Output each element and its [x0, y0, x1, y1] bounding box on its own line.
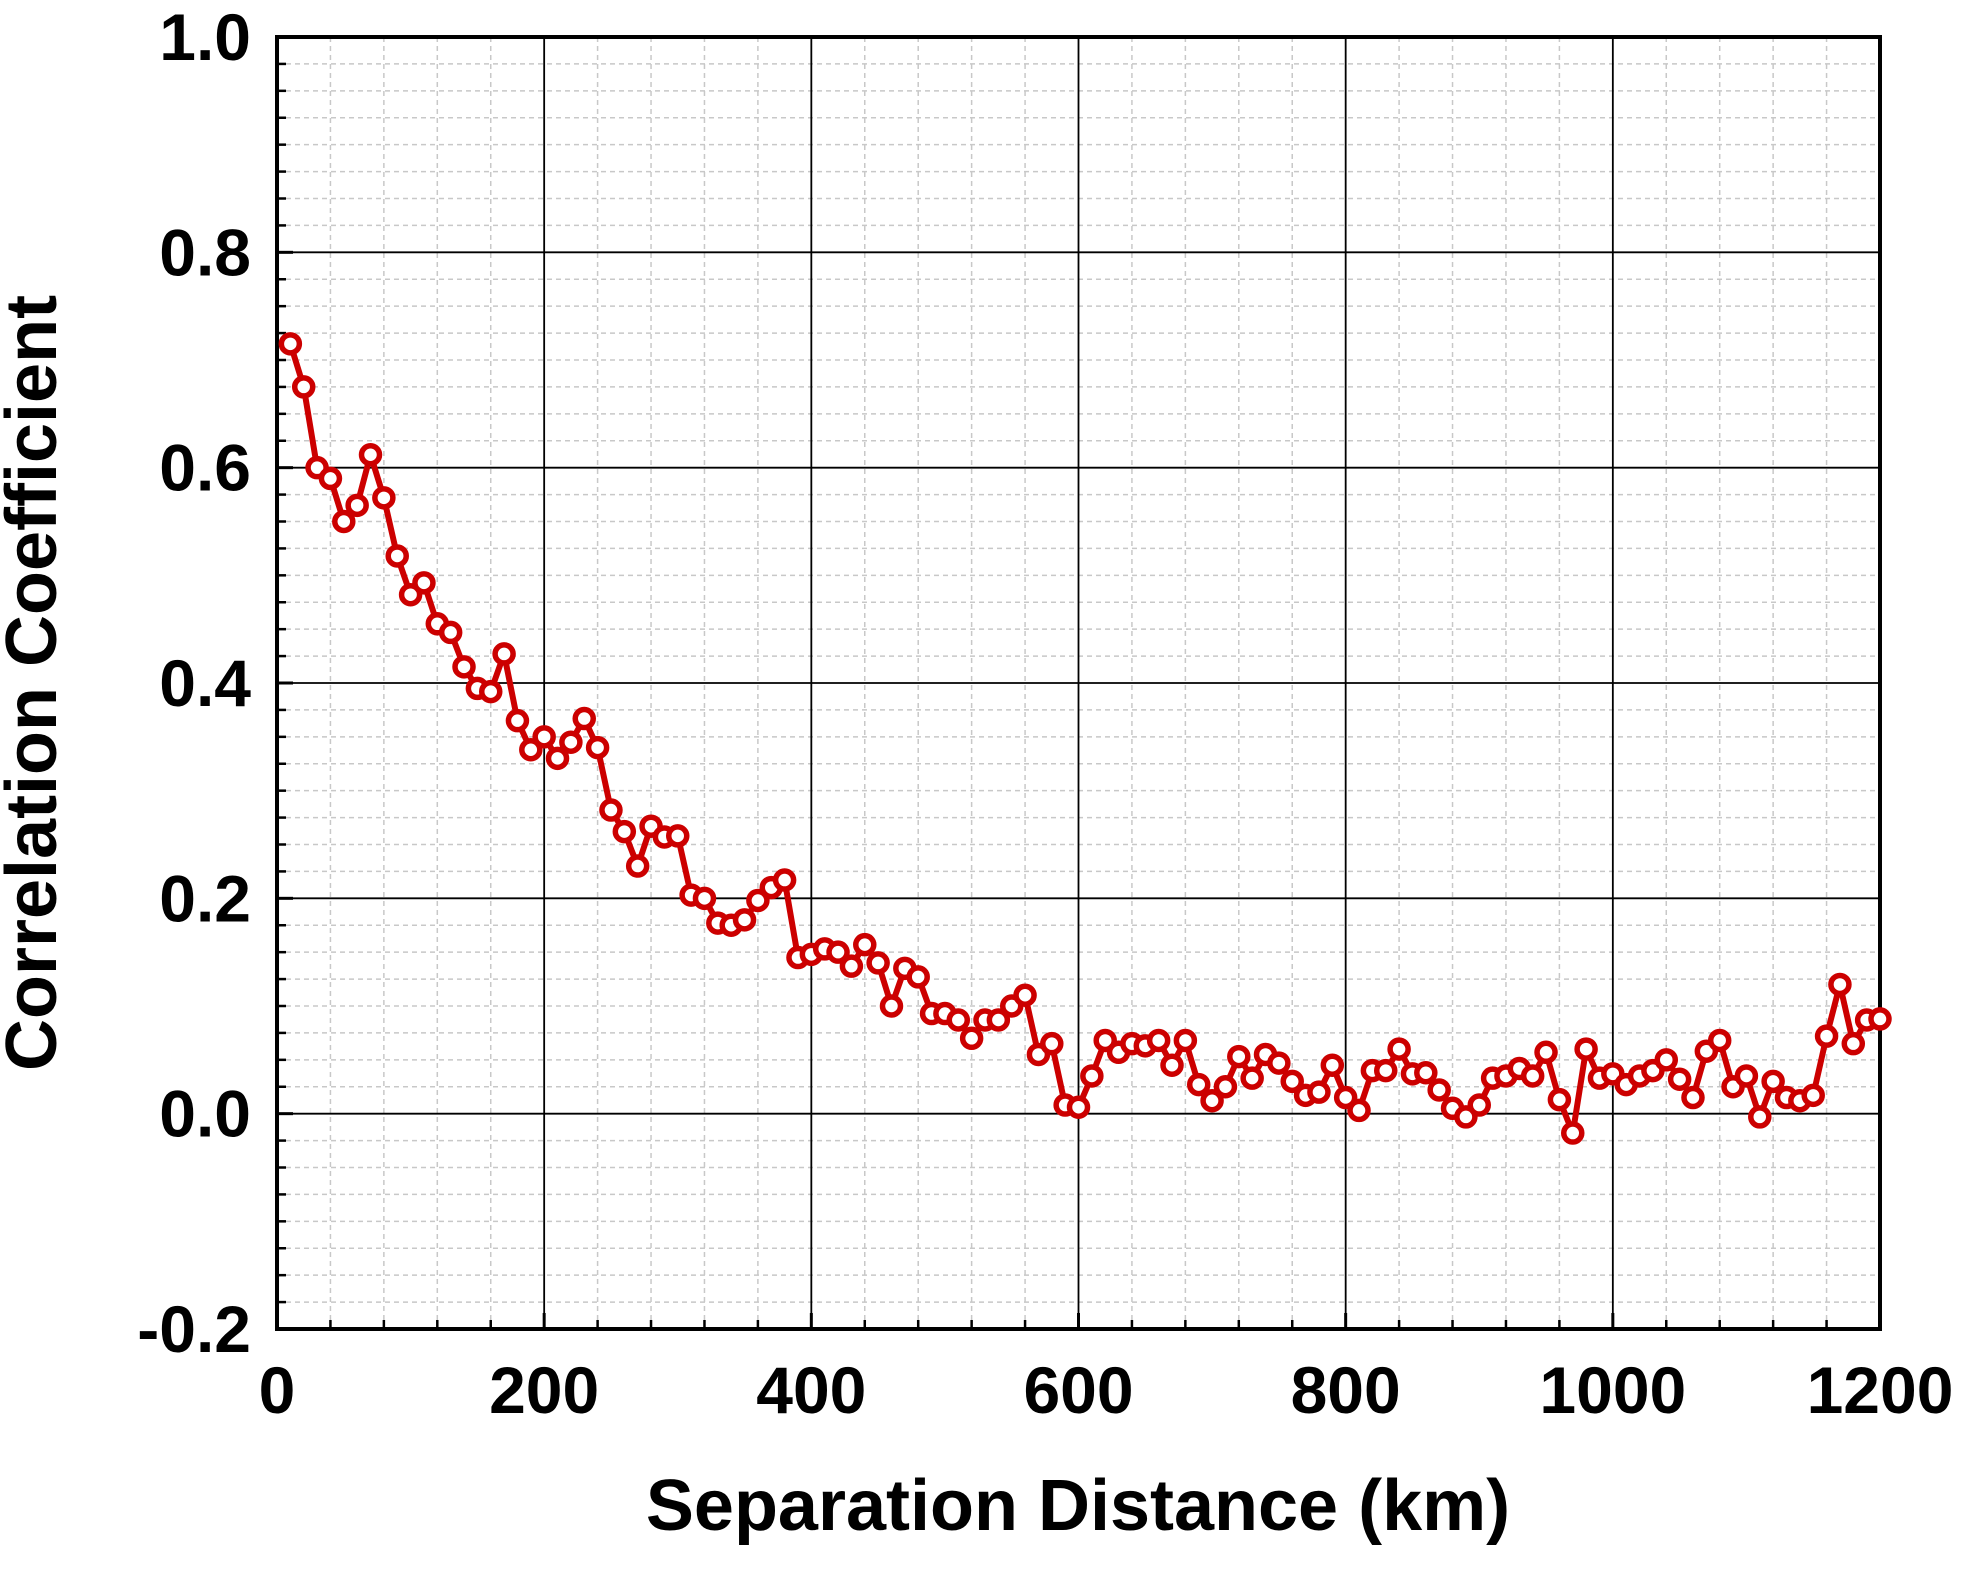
- data-point: [1707, 1028, 1732, 1053]
- data-point: [545, 746, 570, 771]
- data-point: [1333, 1085, 1358, 1110]
- data-point: [1267, 1051, 1291, 1075]
- data-point: [1040, 1031, 1064, 1056]
- data-point: [572, 706, 596, 731]
- y-tick-label: 0.8: [159, 215, 251, 289]
- data-point: [1681, 1085, 1705, 1110]
- data-point: [1200, 1088, 1224, 1113]
- data-point: [1547, 1087, 1572, 1112]
- data-point: [1373, 1058, 1398, 1083]
- data-point: [1160, 1053, 1184, 1077]
- data-point: [839, 954, 864, 978]
- data-point: [559, 730, 583, 754]
- data-point: [959, 1026, 984, 1051]
- data-point: [1467, 1093, 1491, 1117]
- data-point: [1654, 1048, 1679, 1072]
- data-point: [318, 466, 343, 491]
- y-tick-label: 1.0: [159, 0, 251, 74]
- data-point: [1761, 1069, 1785, 1094]
- y-axis-title: Correlation Coefficient: [0, 295, 72, 1071]
- major-grid: [277, 37, 1880, 1329]
- x-tick-label: 600: [1023, 1353, 1133, 1427]
- data-point: [732, 908, 757, 932]
- data-point: [1748, 1105, 1772, 1129]
- data-point: [1227, 1044, 1251, 1069]
- data-point: [438, 620, 463, 645]
- data-point: [1146, 1028, 1171, 1053]
- data-point: [853, 932, 877, 957]
- data-point: [1347, 1098, 1371, 1123]
- data-point: [478, 679, 503, 704]
- y-tick-label: 0.2: [159, 861, 251, 935]
- data-point: [1520, 1064, 1545, 1088]
- x-axis-title: Separation Distance (km): [646, 1466, 1510, 1546]
- data-point: [412, 571, 436, 595]
- data-point: [1561, 1121, 1585, 1145]
- data-point: [385, 544, 409, 568]
- y-tick-label: 0.0: [159, 1077, 251, 1151]
- y-tick-label: 0.6: [159, 431, 251, 505]
- data-point: [599, 798, 623, 822]
- x-tick-label: 800: [1291, 1353, 1401, 1427]
- data-point: [1734, 1064, 1759, 1088]
- data-point: [946, 1008, 971, 1032]
- data-point: [772, 868, 797, 892]
- data-point: [1240, 1066, 1264, 1090]
- data-point: [666, 824, 690, 848]
- y-tick-label: 0.4: [159, 646, 251, 720]
- data-point: [585, 735, 610, 760]
- data-point: [746, 888, 770, 913]
- data-point: [1280, 1069, 1304, 1094]
- data-point: [492, 642, 516, 666]
- data-point: [1387, 1037, 1411, 1061]
- data-point: [1828, 972, 1852, 997]
- data-point: [1814, 1024, 1839, 1048]
- data-point: [278, 332, 303, 356]
- data-point: [1013, 983, 1037, 1007]
- data-point: [1868, 1007, 1892, 1031]
- data-point: [625, 854, 650, 878]
- data-point: [1173, 1028, 1198, 1053]
- data-point: [1427, 1078, 1451, 1102]
- data-point: [879, 994, 904, 1018]
- data-point: [692, 886, 717, 911]
- data-point: [1213, 1075, 1238, 1099]
- data-point: [612, 819, 637, 844]
- series-layer: [278, 332, 1892, 1145]
- x-tick-label: 1000: [1539, 1353, 1686, 1427]
- data-point: [358, 442, 383, 467]
- data-point: [519, 738, 543, 762]
- data-point: [1066, 1095, 1091, 1119]
- y-tick-labels: -0.2 0.0 0.2 0.4 0.6 0.8 1.0: [137, 0, 251, 1366]
- y-tick-label: -0.2: [137, 1292, 251, 1366]
- data-point: [452, 655, 476, 679]
- data-point: [332, 509, 356, 534]
- data-point: [1307, 1080, 1331, 1104]
- data-point: [1841, 1031, 1866, 1056]
- data-point: [1534, 1040, 1558, 1065]
- x-tick-label: 400: [756, 1353, 866, 1427]
- x-tick-labels: 0 200 400 600 800 1000 1200: [259, 1353, 1954, 1427]
- x-tick-label: 0: [259, 1353, 296, 1427]
- data-point: [1080, 1064, 1104, 1088]
- data-point: [1186, 1072, 1211, 1097]
- data-point: [1574, 1037, 1598, 1061]
- axis-ticks: [275, 35, 1882, 1331]
- data-point: [906, 965, 930, 989]
- data-point: [345, 493, 369, 518]
- x-tick-label: 200: [489, 1353, 599, 1427]
- data-point: [505, 708, 530, 733]
- data-point: [1414, 1061, 1438, 1085]
- data-point: [1801, 1083, 1825, 1108]
- data-point: [866, 951, 890, 975]
- data-point: [1667, 1067, 1692, 1091]
- data-point: [826, 940, 850, 964]
- data-point: [372, 486, 396, 510]
- data-point: [986, 1008, 1011, 1032]
- data-point: [532, 725, 556, 749]
- data-point: [291, 375, 316, 399]
- data-point: [1320, 1053, 1345, 1077]
- x-tick-label: 1200: [1807, 1353, 1954, 1427]
